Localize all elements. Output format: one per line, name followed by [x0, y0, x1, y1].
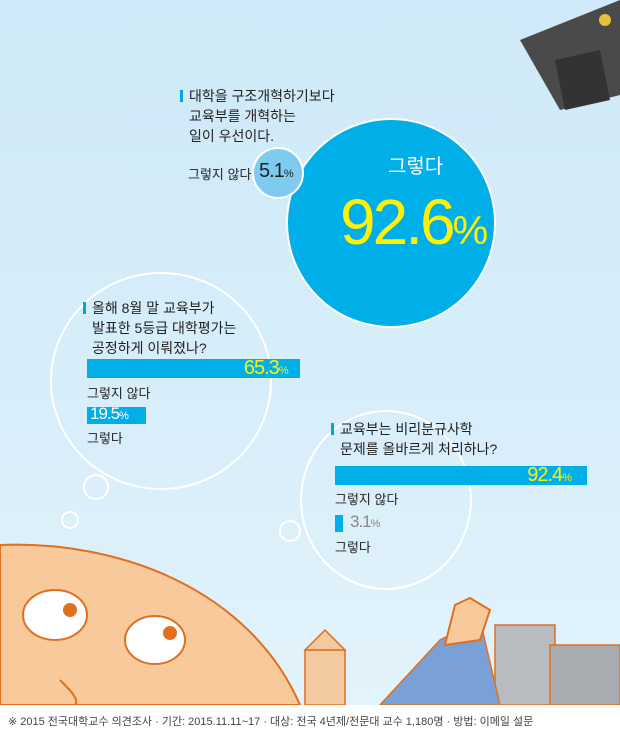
raised-hand — [378, 596, 501, 705]
question-line: 교육부를 개혁하는 — [189, 108, 296, 124]
question-line: 일이 우선이다. — [189, 128, 275, 144]
question-circle-2 — [50, 272, 272, 490]
label-yes: 그렇다 — [335, 540, 371, 555]
value-yes: 19.5% — [90, 404, 129, 423]
label-yes: 그렇다 — [87, 431, 123, 446]
value-no: 92.4% — [527, 464, 572, 486]
question-line: 대학을 구조개혁하기보다 — [189, 88, 335, 104]
label-no: 그렇지 않다 — [87, 386, 151, 401]
question-line: 공정하게 이뤄졌나? — [92, 340, 207, 356]
question-circle-3 — [300, 410, 472, 590]
value-yes: 92.6% — [340, 186, 488, 258]
question-3: 교육부는 비리분규사학 문제를 올바르게 처리하나? — [331, 419, 497, 459]
label-no: 그렇지 않다 — [188, 167, 252, 182]
graduation-cap-icon — [520, 0, 620, 110]
bar-yes — [335, 515, 344, 532]
illustration — [0, 0, 620, 705]
value-no: 5.1% — [259, 160, 294, 182]
value-no: 65.3% — [243, 357, 289, 379]
footer-source: ※ 2015 전국대학교수 의견조사 · 기간: 2015.11.11~17 ·… — [8, 716, 534, 728]
question-line: 문제를 올바르게 처리하나? — [340, 441, 498, 457]
question-2: 올해 8월 말 교육부가 발표한 5등급 대학평가는 공정하게 이뤄졌나? — [83, 298, 236, 358]
circle-no — [252, 147, 304, 199]
professor-face — [0, 543, 302, 705]
question-line: 발표한 5등급 대학평가는 — [92, 320, 237, 336]
bar-yes — [87, 407, 147, 424]
circle-yes — [286, 118, 496, 328]
bar-no — [335, 466, 588, 485]
bar-no — [87, 359, 300, 378]
question-line: 올해 8월 말 교육부가 — [92, 300, 215, 316]
bubble-decoration — [61, 474, 301, 542]
label-yes: 그렇다 — [388, 156, 444, 178]
question-1: 대학을 구조개혁하기보다 교육부를 개혁하는 일이 우선이다. — [180, 86, 335, 146]
value-yes: 3.1% — [350, 512, 380, 531]
label-no: 그렇지 않다 — [335, 492, 399, 507]
question-line: 교육부는 비리분규사학 — [340, 421, 473, 437]
city-buildings — [303, 624, 620, 705]
